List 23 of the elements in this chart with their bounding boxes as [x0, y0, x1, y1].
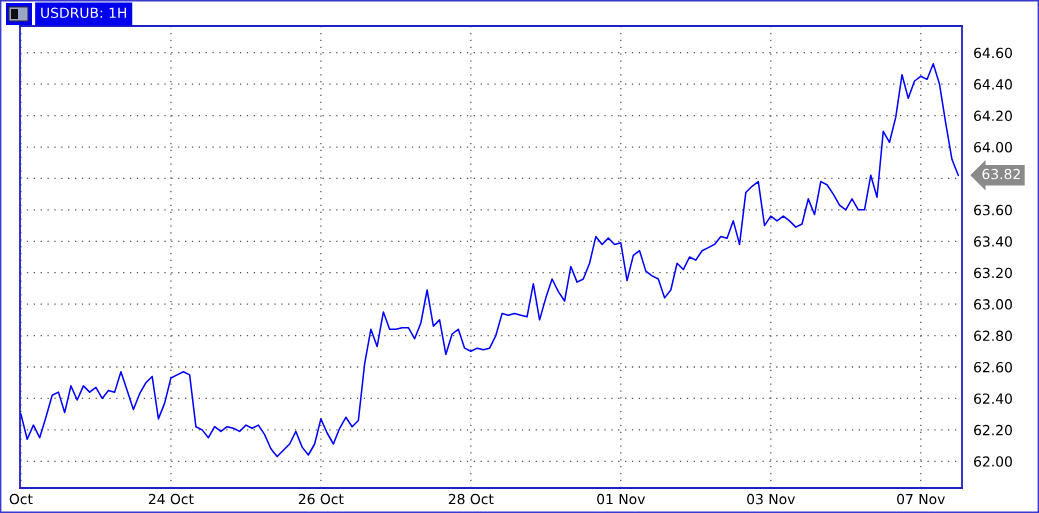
y-tick-label: 64.20 — [974, 110, 1012, 122]
y-tick-label: 63.00 — [974, 299, 1012, 310]
y-tick-label: 62.20 — [974, 424, 1012, 436]
y-tick-label: 64.40 — [974, 79, 1012, 90]
x-tick-label: 26 Oct — [298, 493, 344, 505]
y-tick-label: 62.80 — [974, 330, 1012, 342]
x-tick-label: 24 Oct — [148, 493, 194, 505]
y-tick-label: 64.00 — [974, 141, 1012, 153]
y-tick-label: 63.20 — [974, 267, 1012, 279]
y-tick-label: 63.60 — [974, 204, 1012, 216]
x-tick-label: Oct — [9, 493, 33, 505]
x-tick-label: 07 Nov — [897, 493, 945, 505]
chart-title: USDRUB: 1H — [41, 7, 127, 19]
x-tick-label: 28 Oct — [448, 493, 494, 505]
y-tick-label: 62.60 — [974, 361, 1012, 373]
text: 63.82 — [982, 168, 1020, 180]
x-tick-label: 01 Nov — [597, 493, 645, 505]
line-series — [20, 62, 960, 458]
x-tick-label: 03 Nov — [747, 493, 795, 505]
y-tick-label: 62.00 — [974, 456, 1012, 467]
y-tick-label: 64.60 — [974, 47, 1012, 59]
y-tick-label: 63.40 — [974, 236, 1012, 247]
y-tick-label: 62.40 — [974, 393, 1012, 404]
